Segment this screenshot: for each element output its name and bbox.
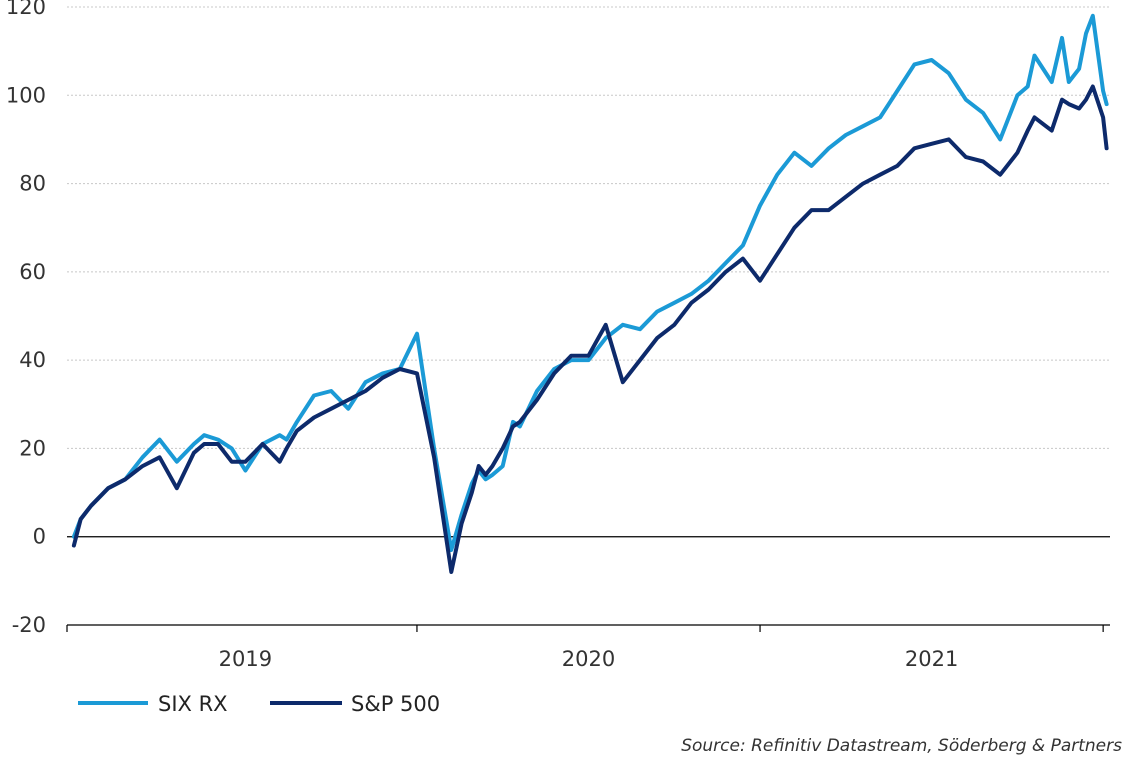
series-line-s-p-500 <box>71 84 1109 574</box>
y-tick-label: 60 <box>19 260 46 284</box>
series-line-six-rx <box>71 13 1109 552</box>
series-lines <box>71 13 1109 574</box>
y-tick-label: 40 <box>19 348 46 372</box>
y-tick-label: 80 <box>19 172 46 196</box>
y-tick-label: 120 <box>6 0 46 19</box>
x-axis: 2019 2020 2021 <box>66 624 1110 671</box>
legend: SIX RX S&P 500 <box>78 692 440 716</box>
y-tick-label: 0 <box>33 525 46 549</box>
x-tick-label: 2019 <box>219 647 272 671</box>
legend-label-six-rx: SIX RX <box>158 692 228 716</box>
y-tick-label: 100 <box>6 83 46 107</box>
grid-lines <box>67 6 1110 538</box>
x-tick-label: 2020 <box>562 647 615 671</box>
y-tick-label: -20 <box>12 613 46 637</box>
y-tick-label: 20 <box>19 436 46 460</box>
legend-label-sp500: S&P 500 <box>351 692 440 716</box>
x-tick-label: 2021 <box>905 647 958 671</box>
y-axis: -20 0 20 40 60 80 100 120 <box>6 0 46 637</box>
source-note: Source: Refinitiv Datastream, Söderberg … <box>681 736 1122 756</box>
